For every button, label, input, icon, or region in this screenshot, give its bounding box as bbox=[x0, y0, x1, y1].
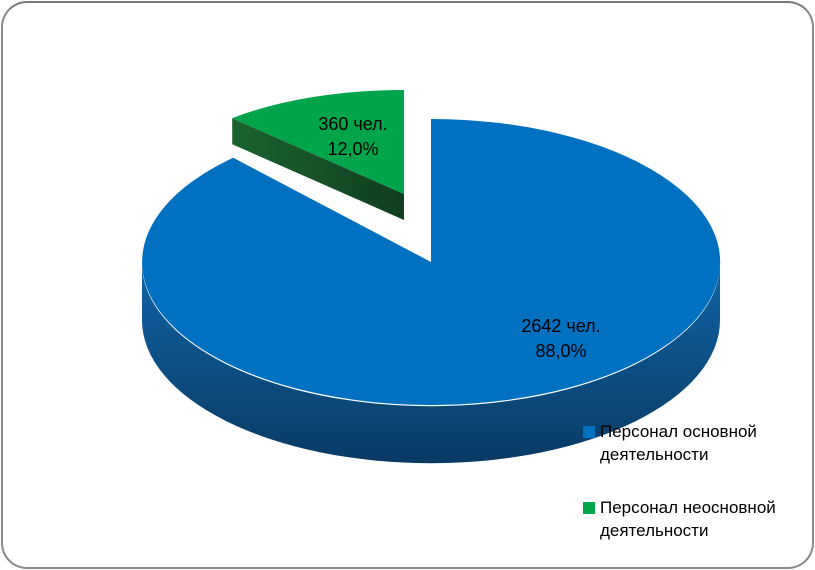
slice-label-secondary-percent: 12,0% bbox=[327, 139, 379, 159]
pie-slice-secondary-top bbox=[232, 90, 404, 194]
legend-swatch-secondary-icon bbox=[583, 502, 595, 514]
chart-legend: Персонал основной деятельности Персонал … bbox=[583, 420, 798, 570]
legend-swatch-main-icon bbox=[583, 426, 595, 438]
slice-label-main-percent: 88,0% bbox=[535, 341, 587, 361]
slice-label-secondary-value: 360 чел. bbox=[318, 114, 388, 134]
legend-label-main: Персонал основной деятельности bbox=[600, 422, 757, 464]
slice-label-secondary: 360 чел. 12,0% bbox=[318, 112, 387, 162]
pie-slice-secondary-side bbox=[232, 118, 404, 220]
legend-item-main: Персонал основной деятельности bbox=[583, 420, 798, 466]
pie-slice-main-side bbox=[142, 263, 720, 464]
legend-item-secondary: Персонал неосновной деятельности bbox=[583, 496, 798, 542]
slice-label-main-value: 2642 чел. bbox=[521, 316, 601, 336]
slice-label-main: 2642 чел. 88,0% bbox=[521, 314, 600, 364]
pie-slice-main-top bbox=[142, 118, 721, 405]
legend-label-secondary: Персонал неосновной деятельности bbox=[600, 498, 776, 540]
